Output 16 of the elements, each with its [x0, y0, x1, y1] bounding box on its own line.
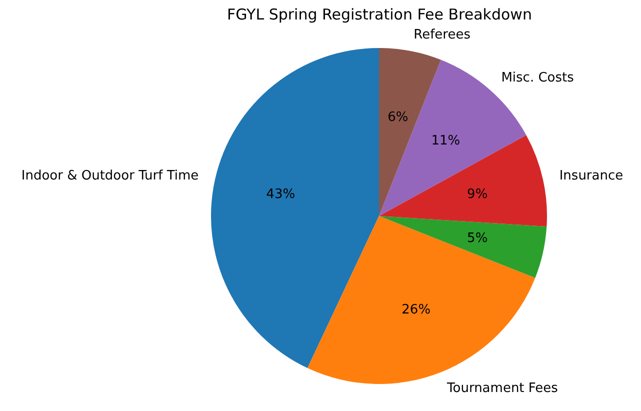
slice-label: Indoor & Outdoor Turf Time: [21, 168, 199, 184]
data-label: 11%: [431, 133, 460, 148]
pie-slice: [379, 135, 547, 227]
pie-slice: [211, 48, 379, 368]
data-label: 6%: [388, 110, 408, 125]
slice-label: Insurance: [559, 168, 624, 184]
pie-slice: [379, 216, 547, 278]
data-label: 5%: [467, 230, 488, 246]
data-label: 26%: [402, 302, 431, 318]
slice-label: Tournament Fees: [446, 380, 558, 396]
pie-slice: [307, 216, 536, 384]
data-label: 9%: [467, 187, 488, 202]
slice-label: Misc. Costs: [501, 70, 574, 86]
slice-label: Referees: [414, 27, 471, 42]
data-label: 43%: [266, 187, 296, 202]
chart-title: FGYL Spring Registration Fee Breakdown: [227, 5, 532, 24]
